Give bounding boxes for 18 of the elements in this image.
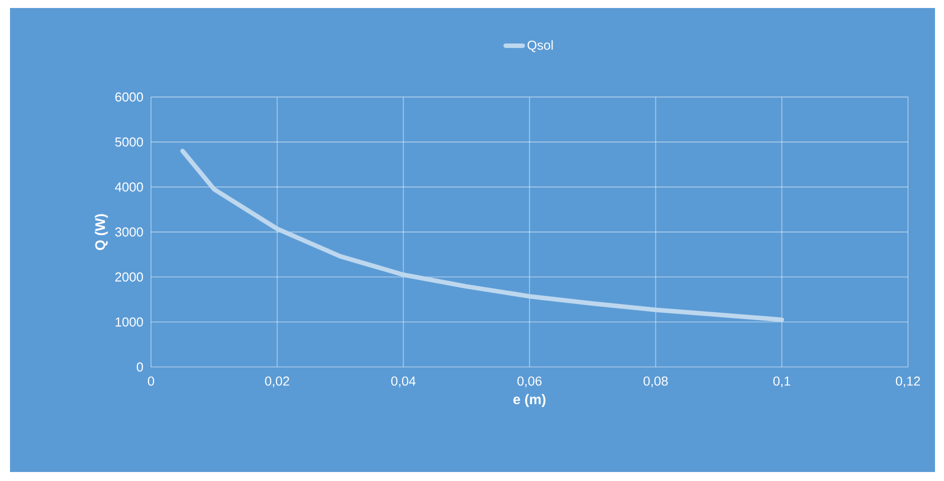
line-series [180, 148, 784, 322]
y-tick-label: 4000 [114, 182, 143, 192]
x-tick-label: 0,06 [517, 376, 542, 388]
y-tick-label: 6000 [115, 92, 143, 102]
x-tick-label: 0,1 [773, 376, 790, 388]
y-tick-label: 3000 [115, 227, 143, 237]
x-axis-title: e (m) [513, 394, 546, 408]
y-tick-label: 5000 [115, 137, 143, 147]
y-axis-title: Q (W) [94, 214, 108, 250]
legend-label: Qsol [528, 40, 553, 52]
x-tick-label: 0,08 [644, 376, 668, 388]
y-tick-label: 1000 [116, 317, 143, 327]
x-tick-label: 0,04 [391, 376, 416, 388]
x-tick-label: 0,12 [896, 376, 920, 388]
x-tick-label: 0,02 [265, 376, 290, 388]
y-tick-label: 2000 [115, 272, 143, 282]
y-tick-label: 0 [136, 362, 143, 372]
x-tick-label: 0 [148, 376, 154, 386]
